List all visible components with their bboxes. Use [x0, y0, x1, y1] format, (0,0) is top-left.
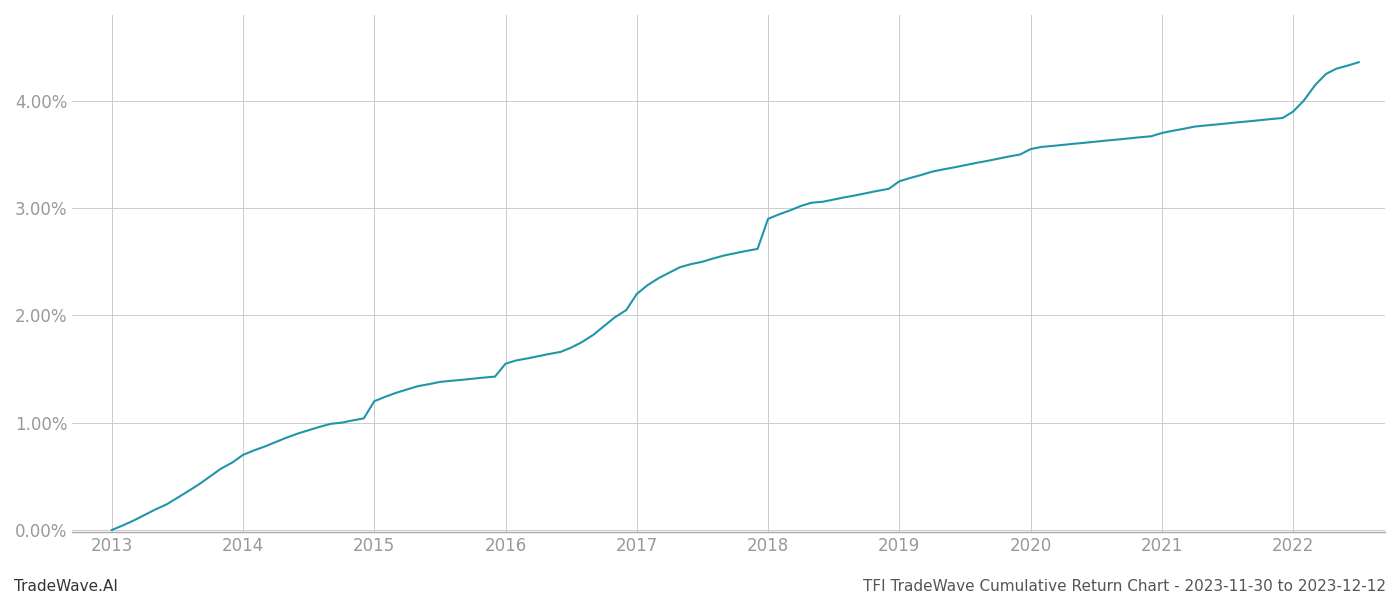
Text: TradeWave.AI: TradeWave.AI: [14, 579, 118, 594]
Text: TFI TradeWave Cumulative Return Chart - 2023-11-30 to 2023-12-12: TFI TradeWave Cumulative Return Chart - …: [862, 579, 1386, 594]
